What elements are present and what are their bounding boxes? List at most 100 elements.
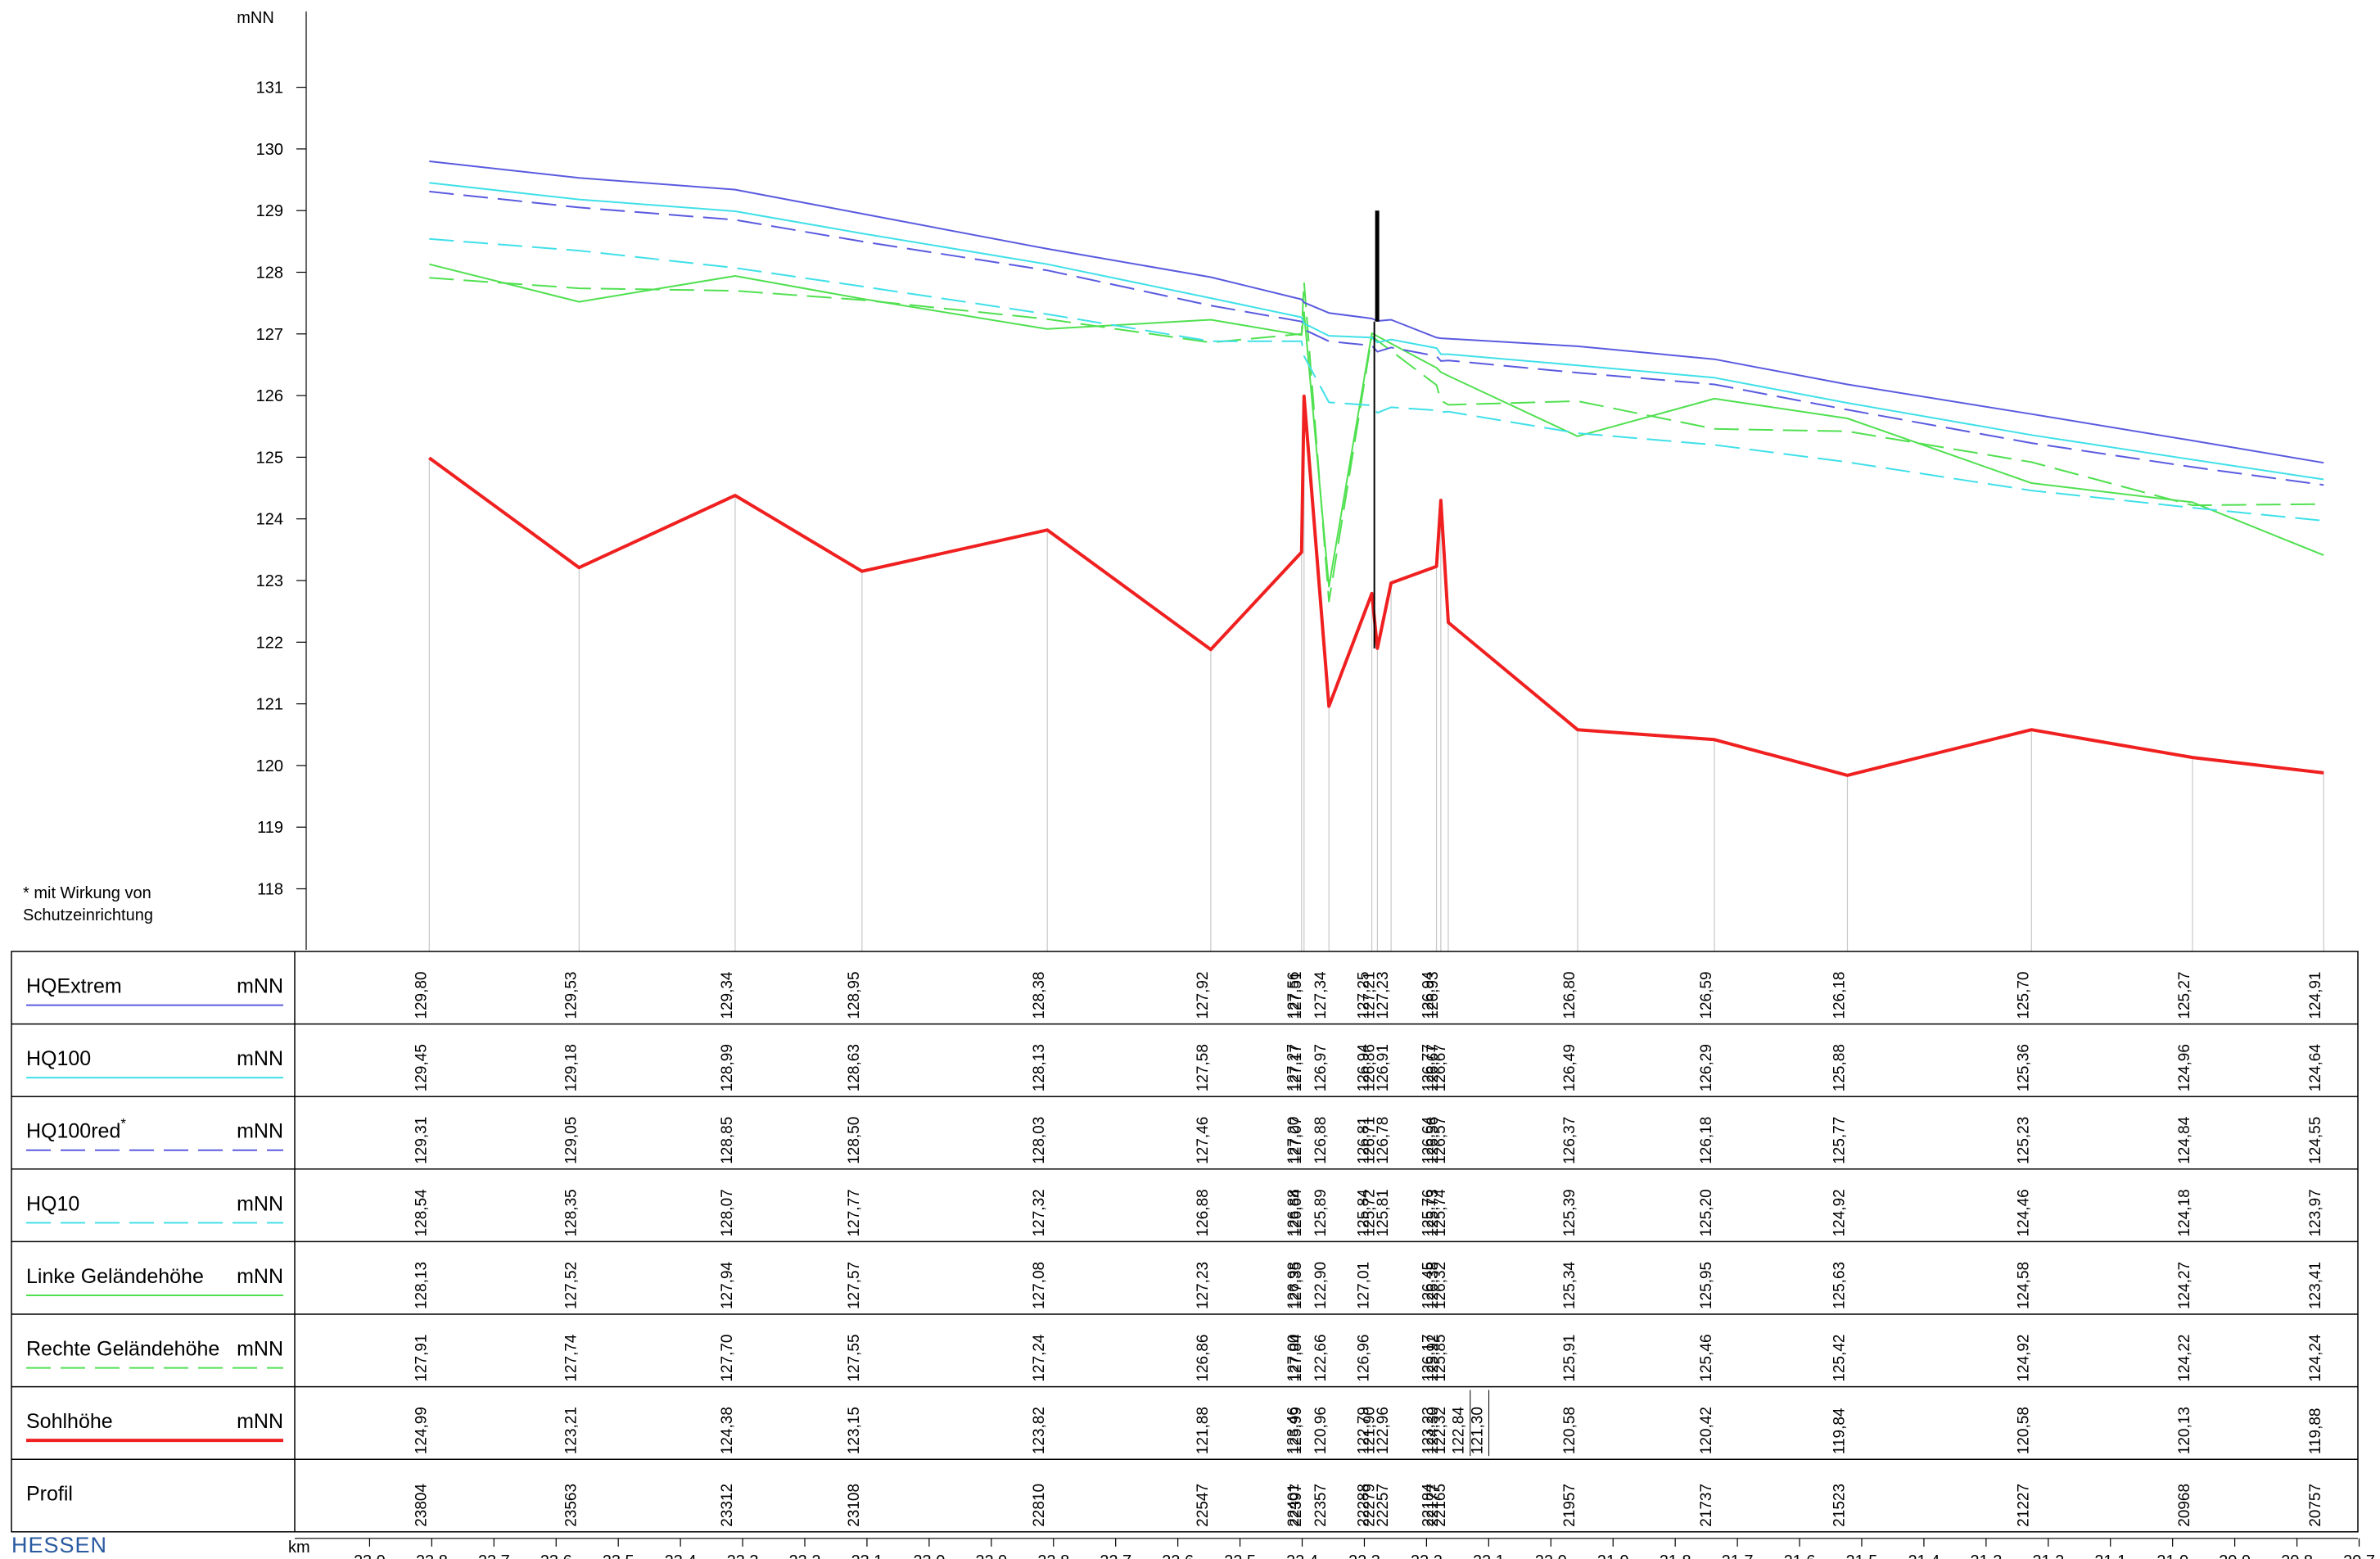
x-tick-label-22,8: 22,8 (1037, 1552, 1069, 1559)
cell-hq100-23563: 129,18 (562, 1044, 580, 1091)
cell-linke-21737: 125,95 (1698, 1262, 1715, 1309)
cell-sohl-22184: 123,23 (1420, 1407, 1438, 1454)
cell-rechte-23804: 127,91 (413, 1334, 430, 1381)
row-label-hq100red: HQ100red* (26, 1116, 126, 1143)
y-tick-label-130: 130 (256, 141, 283, 159)
cell-sohl-20968: 120,13 (2176, 1407, 2193, 1454)
cell-sohl-extra-1: 121,30 (1470, 1407, 1487, 1454)
cell-hq10-22357: 125,89 (1312, 1189, 1330, 1236)
cell-sohl-22165: 122,32 (1432, 1407, 1449, 1454)
cell-linke-23108: 127,57 (846, 1262, 863, 1309)
cell-linke-22165: 126,32 (1432, 1262, 1449, 1309)
cell-profil-23563: 23563 (562, 1484, 580, 1527)
cell-hq100-22165: 126,67 (1432, 1044, 1449, 1091)
cell-hq10-23108: 127,77 (846, 1189, 863, 1236)
row-label-rechte: Rechte Geländehöhe (26, 1338, 219, 1361)
cell-sohl-22357: 120,96 (1312, 1407, 1330, 1454)
cell-rechte-23108: 127,55 (846, 1334, 863, 1381)
cell-hqextrem-22397: 127,51 (1288, 971, 1305, 1019)
y-tick-label-123: 123 (256, 572, 283, 590)
cell-hq10-22184: 125,76 (1420, 1189, 1438, 1236)
cell-hq100-21957: 126,49 (1561, 1044, 1578, 1091)
cell-profil-23804: 23804 (413, 1484, 430, 1527)
cell-linke-23563: 127,52 (562, 1262, 580, 1309)
cell-profil-21737: 21737 (1698, 1484, 1715, 1527)
cell-hqextrem-23804: 129,80 (413, 971, 430, 1019)
footnote-text: * mit Wirkung von (23, 884, 151, 902)
cell-hq100-21523: 125,88 (1831, 1044, 1849, 1091)
x-tick-label-23,5: 23,5 (603, 1552, 635, 1559)
cell-linke-23804: 128,13 (413, 1262, 430, 1309)
cell-profil-22810: 22810 (1031, 1484, 1048, 1527)
cell-sohl-23563: 123,21 (562, 1407, 580, 1454)
cell-sohl-extra-0: 122,84 (1451, 1407, 1468, 1455)
cell-hq100-22547: 127,58 (1195, 1044, 1212, 1091)
cell-linke-22401: 126,98 (1285, 1262, 1303, 1309)
cell-hq100-23312: 128,99 (719, 1044, 736, 1091)
cell-hq100red-20757: 124,55 (2307, 1117, 2324, 1164)
cell-hq100-23804: 129,45 (413, 1044, 430, 1091)
cell-hq100-22177: 126,67 (1425, 1044, 1442, 1091)
cell-linke-20968: 124,27 (2176, 1262, 2193, 1309)
cell-sohl-22397: 125,99 (1288, 1407, 1305, 1454)
series-line-hq100red (429, 190, 2324, 486)
cell-profil-22357: 22357 (1312, 1484, 1330, 1527)
cell-rechte-22397: 127,84 (1288, 1334, 1305, 1382)
series-line-sohl (428, 394, 2324, 777)
row-label-hq100: HQ100 (26, 1047, 91, 1070)
cell-hq100red-22177: 126,56 (1425, 1117, 1442, 1164)
x-tick-label-22,0: 22,0 (1535, 1552, 1567, 1559)
x-tick-label-22,1: 22,1 (1473, 1552, 1505, 1559)
row-unit-hq10: mNN (237, 1192, 283, 1215)
series-lines (428, 160, 2324, 777)
cell-hq100red-20968: 124,84 (2176, 1116, 2193, 1164)
cell-sohl-21957: 120,58 (1561, 1407, 1578, 1454)
x-tick-label-22,2: 22,2 (1411, 1552, 1443, 1559)
x-tick-label-22,5: 22,5 (1224, 1552, 1256, 1559)
y-tick-label-124: 124 (256, 511, 283, 529)
x-tick-label-20,7: 20,7 (2343, 1552, 2375, 1559)
cell-rechte-22401: 127,00 (1285, 1334, 1303, 1381)
cell-hqextrem-22401: 127,56 (1285, 971, 1303, 1019)
cell-rechte-21957: 125,91 (1561, 1334, 1578, 1381)
cell-hqextrem-22547: 127,92 (1195, 971, 1212, 1019)
cell-rechte-22810: 127,24 (1031, 1334, 1048, 1382)
cell-sohl-20757: 119,88 (2307, 1408, 2324, 1454)
cell-hq10-21957: 125,39 (1561, 1189, 1578, 1236)
cell-rechte-22357: 122,66 (1312, 1334, 1330, 1381)
cell-sohl-21737: 120,42 (1698, 1407, 1715, 1454)
cell-sohl-22547: 121,88 (1195, 1407, 1212, 1454)
cell-profil-22184: 22184 (1420, 1484, 1438, 1527)
row-unit-hqextrem: mNN (237, 975, 283, 998)
cell-hq100red-21737: 126,18 (1698, 1117, 1715, 1164)
cell-hq100red-22397: 127,07 (1288, 1117, 1305, 1164)
x-tick-label-21,1: 21,1 (2094, 1552, 2126, 1559)
cell-hq10-22288: 125,84 (1356, 1189, 1373, 1237)
cell-hq100red-21227: 125,23 (2015, 1117, 2032, 1164)
cell-rechte-20757: 124,24 (2307, 1334, 2324, 1382)
row-unit-hq100: mNN (237, 1047, 283, 1070)
cell-linke-22184: 126,45 (1420, 1262, 1438, 1309)
x-tick-label-23,9: 23,9 (354, 1552, 386, 1559)
x-tick-label-20,9: 20,9 (2219, 1552, 2251, 1559)
cell-hq100red-22288: 126,81 (1356, 1117, 1373, 1164)
x-tick-label-21,4: 21,4 (1908, 1552, 1940, 1559)
cell-hq100red-22357: 126,88 (1312, 1117, 1330, 1164)
cell-hq10-22279: 125,72 (1361, 1189, 1378, 1236)
row-unit-sohl: mNN (237, 1410, 283, 1433)
cell-linke-22288: 127,01 (1356, 1262, 1373, 1309)
cell-profil-21227: 21227 (2015, 1484, 2032, 1527)
row-label-hqextrem: HQExtrem (26, 975, 122, 998)
x-tick-label-22,4: 22,4 (1286, 1552, 1318, 1559)
cell-profil-22177: 22177 (1425, 1484, 1442, 1527)
cell-linke-22547: 127,23 (1195, 1262, 1212, 1309)
series-line-hq10 (429, 237, 2324, 522)
cell-hqextrem-22257: 127,23 (1375, 971, 1392, 1019)
row-label-linke: Linke Geländehöhe (26, 1265, 204, 1288)
cell-profil-22165: 22165 (1432, 1484, 1449, 1527)
cell-hq100red-22279: 126,71 (1361, 1117, 1378, 1164)
cell-linke-22177: 126,38 (1425, 1262, 1442, 1309)
x-tick-label-21,7: 21,7 (1722, 1552, 1754, 1559)
row-label-superscript: * (120, 1116, 126, 1132)
cell-hq10-23804: 128,54 (413, 1189, 430, 1237)
